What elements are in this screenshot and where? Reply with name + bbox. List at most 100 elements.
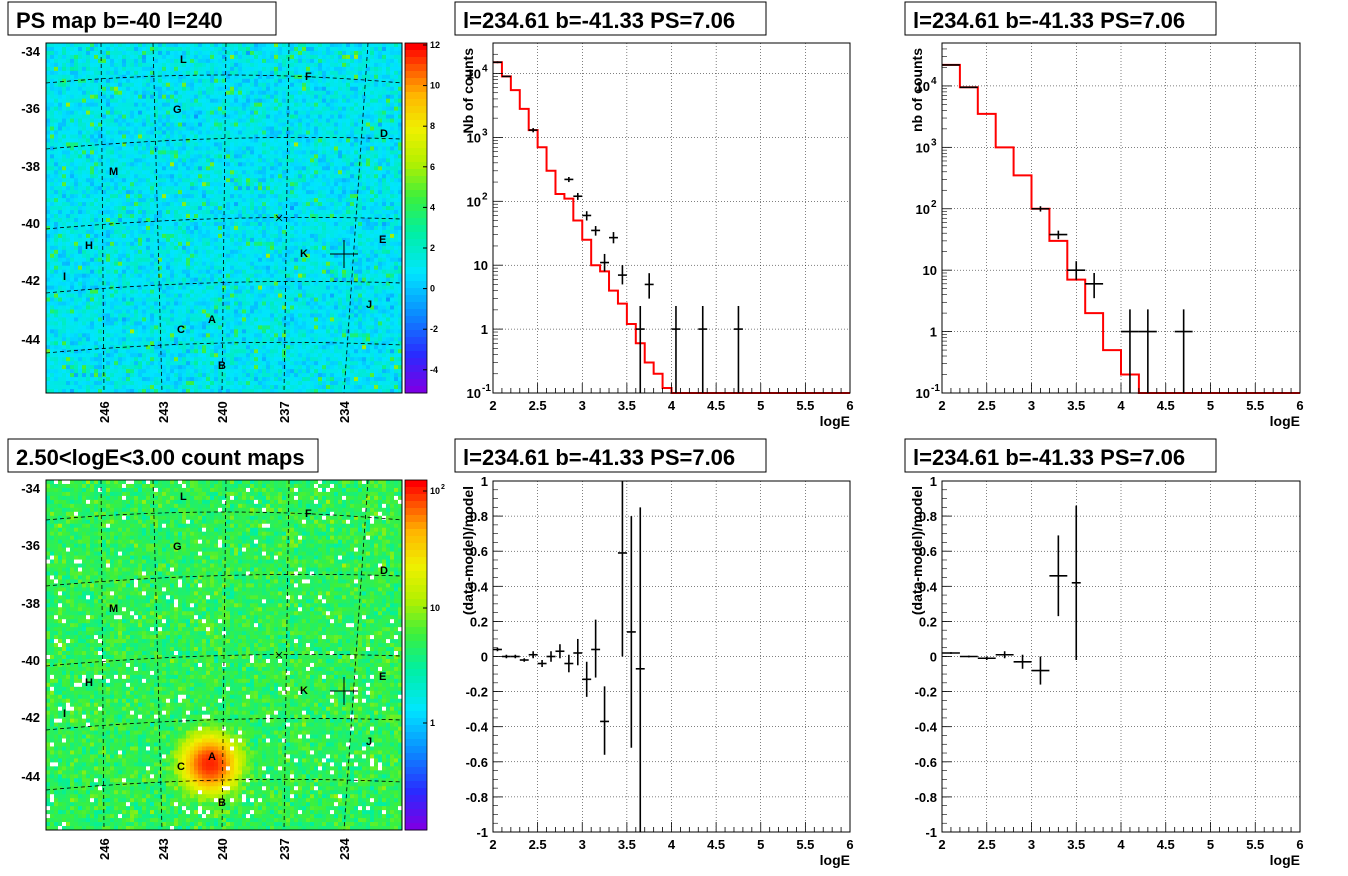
map-cell [294, 122, 299, 127]
map-cell [138, 158, 143, 163]
map-cell [254, 233, 259, 239]
map-cell [386, 66, 391, 72]
map-cell [98, 106, 103, 112]
map-cell [346, 257, 351, 263]
map-cell [234, 198, 239, 203]
map-cell [118, 86, 123, 92]
map-cell [214, 90, 219, 96]
map-cell [94, 221, 99, 227]
map-cell [306, 106, 311, 112]
map-cell [138, 257, 143, 263]
map-cell [362, 74, 367, 80]
map-cell [346, 229, 351, 235]
map-cell [202, 206, 207, 211]
map-cell [178, 122, 183, 127]
map-cell [118, 182, 123, 187]
map-cell [234, 202, 239, 207]
map-cell [262, 110, 267, 115]
map-cell [318, 54, 323, 60]
map-cell [306, 134, 311, 139]
map-cell [150, 82, 155, 88]
map-cell [290, 170, 295, 175]
map-cell [242, 90, 247, 96]
map-cell [386, 154, 391, 159]
map-cell [110, 170, 115, 175]
map-cell [378, 154, 383, 159]
map-cell [122, 138, 127, 143]
map-cell [330, 190, 335, 195]
map-cell [46, 122, 51, 127]
map-cell [178, 182, 183, 187]
map-cell [50, 154, 55, 159]
map-cell [146, 198, 151, 203]
map-cell [218, 122, 223, 127]
map-cell [302, 190, 307, 195]
map-cell [114, 58, 119, 64]
map-cell [242, 98, 247, 104]
map-cell [230, 62, 235, 68]
map-cell [358, 46, 363, 52]
map-cell [90, 221, 95, 227]
map-cell [238, 198, 243, 203]
map-cell [90, 134, 95, 139]
map-cell [202, 190, 207, 195]
map-cell [358, 182, 363, 187]
map-cell [46, 170, 51, 175]
map-cell [134, 253, 139, 259]
map-cell [258, 78, 263, 84]
map-cell [62, 110, 67, 115]
map-cell [50, 50, 55, 56]
map-cell [226, 66, 231, 72]
map-cell [350, 86, 355, 92]
map-cell [390, 150, 395, 155]
map-cell [282, 43, 287, 48]
map-cell [342, 186, 347, 191]
map-cell [254, 174, 259, 179]
map-cell [138, 142, 143, 147]
map-cell [278, 150, 283, 155]
map-cell [126, 138, 131, 143]
map-cell [114, 62, 119, 68]
map-cell [114, 237, 119, 243]
map-cell [306, 214, 311, 219]
map-cell [258, 221, 263, 227]
map-cell [314, 158, 319, 163]
map-cell [106, 66, 111, 72]
map-cell [282, 82, 287, 88]
map-cell [194, 214, 199, 219]
map-cell [146, 94, 151, 100]
map-cell [234, 225, 239, 231]
map-cell [158, 218, 163, 223]
map-cell [238, 190, 243, 195]
map-cell [270, 154, 275, 159]
map-cell [166, 110, 171, 115]
map-cell [110, 66, 115, 72]
map-cell [238, 194, 243, 199]
map-cell [174, 229, 179, 235]
map-cell [366, 102, 371, 108]
map-cell [94, 194, 99, 199]
map-cell [106, 134, 111, 139]
map-cell [238, 126, 243, 131]
map-cell [70, 206, 75, 211]
map-cell [154, 186, 159, 191]
map-cell [358, 106, 363, 112]
map-cell [266, 166, 271, 171]
map-cell [346, 46, 351, 52]
map-cell [90, 110, 95, 115]
map-cell [298, 78, 303, 84]
map-cell [398, 249, 403, 255]
map-cell [262, 142, 267, 147]
map-cell [134, 62, 139, 68]
map-cell [166, 158, 171, 163]
map-cell [366, 82, 371, 88]
map-cell [298, 257, 303, 263]
map-cell [62, 122, 67, 127]
map-cell [170, 43, 175, 48]
map-cell [90, 90, 95, 96]
map-cell [270, 158, 275, 163]
map-cell [382, 178, 387, 183]
map-cell [318, 82, 323, 88]
map-cell [78, 261, 83, 267]
map-cell [354, 194, 359, 199]
